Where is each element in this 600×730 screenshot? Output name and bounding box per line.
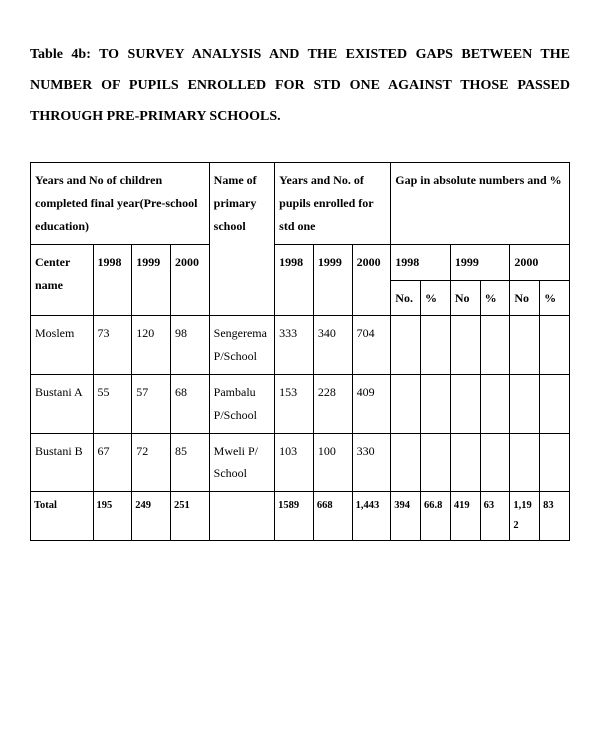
cell-g99n <box>450 433 480 492</box>
cell-g00n <box>510 374 540 433</box>
header-gap-1999: 1999 <box>450 244 510 280</box>
cell-g99p <box>480 316 510 375</box>
total-cell-e98: 1589 <box>275 492 314 541</box>
table-row: Bustani B677285Mweli P/ School103100330 <box>31 433 570 492</box>
total-cell-c98: 195 <box>93 492 132 541</box>
cell-school: Mweli P/ School <box>209 433 275 492</box>
header-c1998: 1998 <box>93 244 132 316</box>
total-cell-g98n: 394 <box>391 492 421 541</box>
header-g98-no: No. <box>391 280 421 316</box>
cell-g98n <box>391 316 421 375</box>
header-e1999: 1999 <box>313 244 352 316</box>
cell-e99: 340 <box>313 316 352 375</box>
header-g00-no: No <box>510 280 540 316</box>
total-cell-e99: 668 <box>313 492 352 541</box>
cell-g98n <box>391 374 421 433</box>
cell-school: Pambalu P/School <box>209 374 275 433</box>
header-e1998: 1998 <box>275 244 314 316</box>
header-group-completed: Years and No of children completed final… <box>31 163 210 244</box>
cell-e98: 153 <box>275 374 314 433</box>
cell-school: Sengerema P/School <box>209 316 275 375</box>
cell-g99p <box>480 433 510 492</box>
cell-g99n <box>450 374 480 433</box>
cell-center: Moslem <box>31 316 94 375</box>
cell-e99: 228 <box>313 374 352 433</box>
header-gap-2000: 2000 <box>510 244 570 280</box>
cell-g00p <box>540 316 570 375</box>
total-row: Total195249251 15896681,44339466.8419631,… <box>31 492 570 541</box>
header-c2000: 2000 <box>170 244 209 316</box>
cell-g00n <box>510 316 540 375</box>
cell-center: Bustani B <box>31 433 94 492</box>
total-cell-e00: 1,443 <box>352 492 391 541</box>
cell-e98: 103 <box>275 433 314 492</box>
header-g99-no: No <box>450 280 480 316</box>
total-cell-g00p: 83 <box>540 492 570 541</box>
cell-g00p <box>540 433 570 492</box>
cell-c00: 68 <box>170 374 209 433</box>
cell-e00: 409 <box>352 374 391 433</box>
cell-c98: 55 <box>93 374 132 433</box>
total-cell-c99: 249 <box>132 492 171 541</box>
cell-e00: 330 <box>352 433 391 492</box>
header-group-gap: Gap in absolute numbers and % <box>391 163 570 244</box>
cell-center: Bustani A <box>31 374 94 433</box>
cell-g00p <box>540 374 570 433</box>
cell-g98p <box>421 374 451 433</box>
header-center-name: Center name <box>31 244 94 316</box>
table-row: Bustani A555768Pambalu P/School153228409 <box>31 374 570 433</box>
cell-c98: 73 <box>93 316 132 375</box>
cell-c98: 67 <box>93 433 132 492</box>
cell-g00n <box>510 433 540 492</box>
header-c1999: 1999 <box>132 244 171 316</box>
header-g99-pct: % <box>480 280 510 316</box>
total-cell-label: Total <box>31 492 94 541</box>
total-cell-g99p: 63 <box>480 492 510 541</box>
cell-c00: 98 <box>170 316 209 375</box>
header-g00-pct: % <box>540 280 570 316</box>
total-cell-g98p: 66.8 <box>421 492 451 541</box>
cell-g99p <box>480 374 510 433</box>
cell-c99: 57 <box>132 374 171 433</box>
total-cell-g99n: 419 <box>450 492 480 541</box>
header-school: Name of primary school <box>209 163 275 316</box>
cell-e00: 704 <box>352 316 391 375</box>
total-cell-c00: 251 <box>170 492 209 541</box>
header-g98-pct: % <box>421 280 451 316</box>
table-title: Table 4b: TO SURVEY ANALYSIS AND THE EXI… <box>30 40 570 132</box>
cell-c00: 85 <box>170 433 209 492</box>
cell-c99: 72 <box>132 433 171 492</box>
data-table: Years and No of children completed final… <box>30 162 570 541</box>
cell-g98p <box>421 316 451 375</box>
total-cell-school <box>209 492 275 541</box>
cell-g98p <box>421 433 451 492</box>
total-cell-g00n: 1,192 <box>510 492 540 541</box>
cell-c99: 120 <box>132 316 171 375</box>
cell-g99n <box>450 316 480 375</box>
header-gap-1998: 1998 <box>391 244 451 280</box>
cell-e98: 333 <box>275 316 314 375</box>
cell-g98n <box>391 433 421 492</box>
header-group-enrolled: Years and No. of pupils enrolled for std… <box>275 163 391 244</box>
header-e2000: 2000 <box>352 244 391 316</box>
table-row: Moslem7312098Sengerema P/School333340704 <box>31 316 570 375</box>
cell-e99: 100 <box>313 433 352 492</box>
